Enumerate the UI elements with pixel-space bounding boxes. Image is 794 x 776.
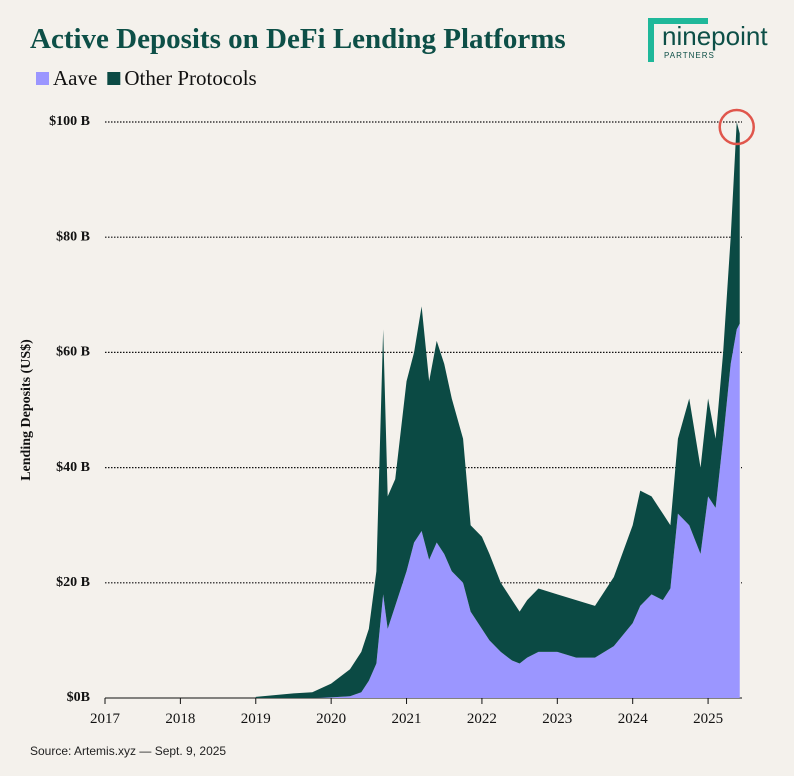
peak-highlight: [718, 108, 755, 146]
logo-name: ninepoint: [662, 21, 768, 51]
legend-swatch: [107, 72, 121, 85]
y-tick-label: $40 B: [56, 460, 90, 475]
y-tick-label: $100 B: [49, 114, 90, 129]
logo-tagline: PARTNERS: [664, 51, 715, 60]
y-tick-label: $20 B: [56, 575, 90, 590]
x-tick-label: 2017: [90, 711, 121, 727]
y-tick-label: $0B: [67, 690, 90, 705]
legend-label: Other Protocols: [124, 66, 256, 90]
x-tick-label: 2020: [316, 711, 346, 727]
x-tick-label: 2025: [693, 711, 723, 727]
x-tick-label: 2024: [618, 711, 649, 727]
area: [255, 122, 740, 698]
chart-title: Active Deposits on DeFi Lending Platform…: [30, 23, 566, 55]
x-tick-label: 2018: [165, 711, 195, 727]
x-tick-label: 2023: [542, 711, 572, 727]
x-tick-label: 2022: [467, 711, 497, 727]
x-tick-label: 2021: [392, 711, 422, 727]
y-axis-label: Lending Deposits (US$): [19, 339, 34, 481]
x-tick-label: 2019: [241, 711, 271, 727]
area: [255, 323, 740, 698]
logo-bracket: [648, 18, 708, 62]
y-tick-label: $60 B: [56, 345, 90, 360]
y-tick-label: $80 B: [56, 229, 90, 244]
legend-label: Aave: [53, 66, 97, 90]
source: Source: Artemis.xyz — Sept. 9, 2025: [30, 744, 226, 758]
logo: ninepoint PARTNERS: [648, 18, 768, 62]
legend-swatch: [36, 72, 49, 85]
